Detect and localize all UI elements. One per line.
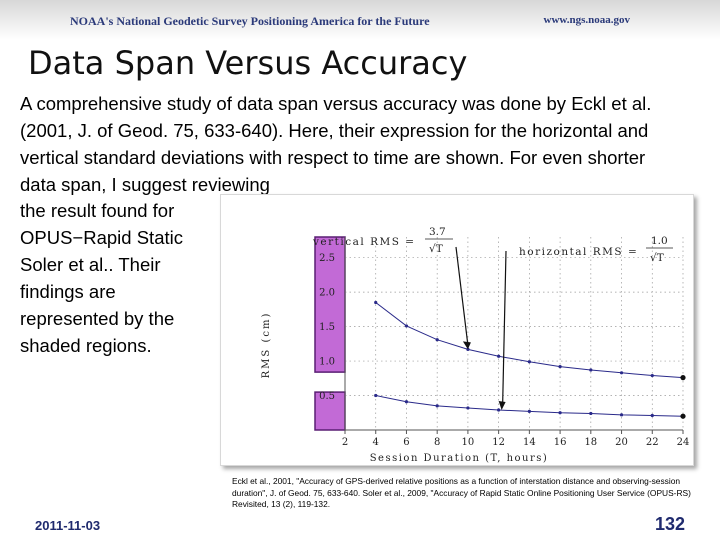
y-tick-label: 1.5 (319, 322, 335, 333)
x-tick-label: 10 (462, 437, 475, 448)
data-point (650, 413, 654, 418)
slide-body-text: A comprehensive study of data span versu… (20, 93, 652, 195)
data-point (435, 404, 439, 408)
vertical-rms-denominator: √T (429, 243, 443, 255)
x-tick-label: 2 (342, 437, 348, 448)
data-point (527, 409, 531, 413)
slide-title: Data Span Versus Accuracy (28, 44, 468, 82)
x-tick-label: 14 (523, 437, 536, 448)
data-point (558, 364, 562, 369)
data-point (497, 354, 501, 358)
x-axis-title: Session Duration (T, hours) (370, 453, 549, 464)
series-end-marker (680, 375, 686, 381)
rms-chart: 2 4 6 8 10 12 14 16 18 20 22 240.51.01.52.02.5 vert… (261, 226, 690, 464)
data-point (404, 324, 409, 328)
data-point (589, 368, 593, 372)
side-line: Soler et al.. Their (20, 254, 161, 275)
data-point (650, 373, 654, 378)
x-tick-label: 12 (492, 437, 505, 448)
y-tick-label: 0.5 (319, 391, 335, 402)
x-tick-label: 20 (615, 437, 628, 448)
data-point (435, 338, 439, 342)
side-line: the result found for (20, 200, 175, 221)
data-point (404, 400, 409, 404)
x-tick-label: 24 (677, 437, 690, 448)
footer-date: 2011-11-03 (35, 518, 101, 533)
data-point (589, 411, 593, 416)
shaded-region (314, 236, 346, 373)
side-line: OPUS−Rapid Static (20, 227, 183, 248)
citation-footnote: Eckl et al., 2001, "Accuracy of GPS-deri… (232, 476, 691, 509)
y-axis-title: RMS (cm) (261, 312, 272, 379)
x-tick-label: 4 (373, 437, 379, 448)
x-tick-label: 18 (584, 437, 597, 448)
y-tick-label: 2.0 (319, 288, 335, 299)
header-org-line: NOAA's National Geodetic Survey Position… (70, 14, 430, 28)
data-point (497, 408, 501, 412)
side-line: represented by the (20, 308, 175, 329)
series-end-marker (680, 413, 686, 419)
y-tick-label: 1.0 (319, 357, 335, 368)
x-tick-label: 16 (554, 437, 567, 448)
horizontal-rms-denominator: √T (650, 252, 664, 264)
x-tick-label: 22 (646, 437, 659, 448)
data-point (619, 413, 624, 417)
data-point (527, 360, 531, 364)
horizontal-rms-numerator: 1.0 (651, 235, 668, 247)
horizontal-rms-arrow (502, 250, 507, 406)
shaded-region (314, 391, 346, 431)
header-url: www.ngs.noaa.gov (543, 14, 631, 26)
data-point (374, 300, 378, 305)
data-point (558, 411, 562, 415)
side-line: shaded regions. (20, 335, 152, 356)
page-number: 132 (654, 514, 685, 534)
horizontal-rms-label: horizontal RMS = (519, 246, 638, 258)
vertical-rms-arrow (455, 246, 469, 346)
side-line: findings are (20, 281, 116, 302)
x-tick-label: 6 (403, 437, 409, 448)
data-point (374, 393, 378, 398)
data-point (619, 371, 624, 375)
data-point (466, 406, 470, 410)
vertical-rms-arrowhead (462, 341, 471, 350)
header-bar: NOAA's National Geodetic Survey Position… (0, 0, 720, 40)
horizontal-rms-arrowhead (498, 401, 506, 411)
vertical-rms-numerator: 3.7 (429, 226, 446, 238)
vertical-rms-label: vertical RMS = (312, 236, 416, 248)
slide-side-text: the result found for OPUS−Rapid Static S… (20, 197, 220, 359)
y-tick-label: 2.5 (319, 253, 335, 264)
x-tick-label: 8 (434, 437, 440, 448)
chart-frame: 2 4 6 8 10 12 14 16 18 20 22 24 0.5 1.0 1.5 2.0 2.5 vert… (220, 194, 694, 466)
